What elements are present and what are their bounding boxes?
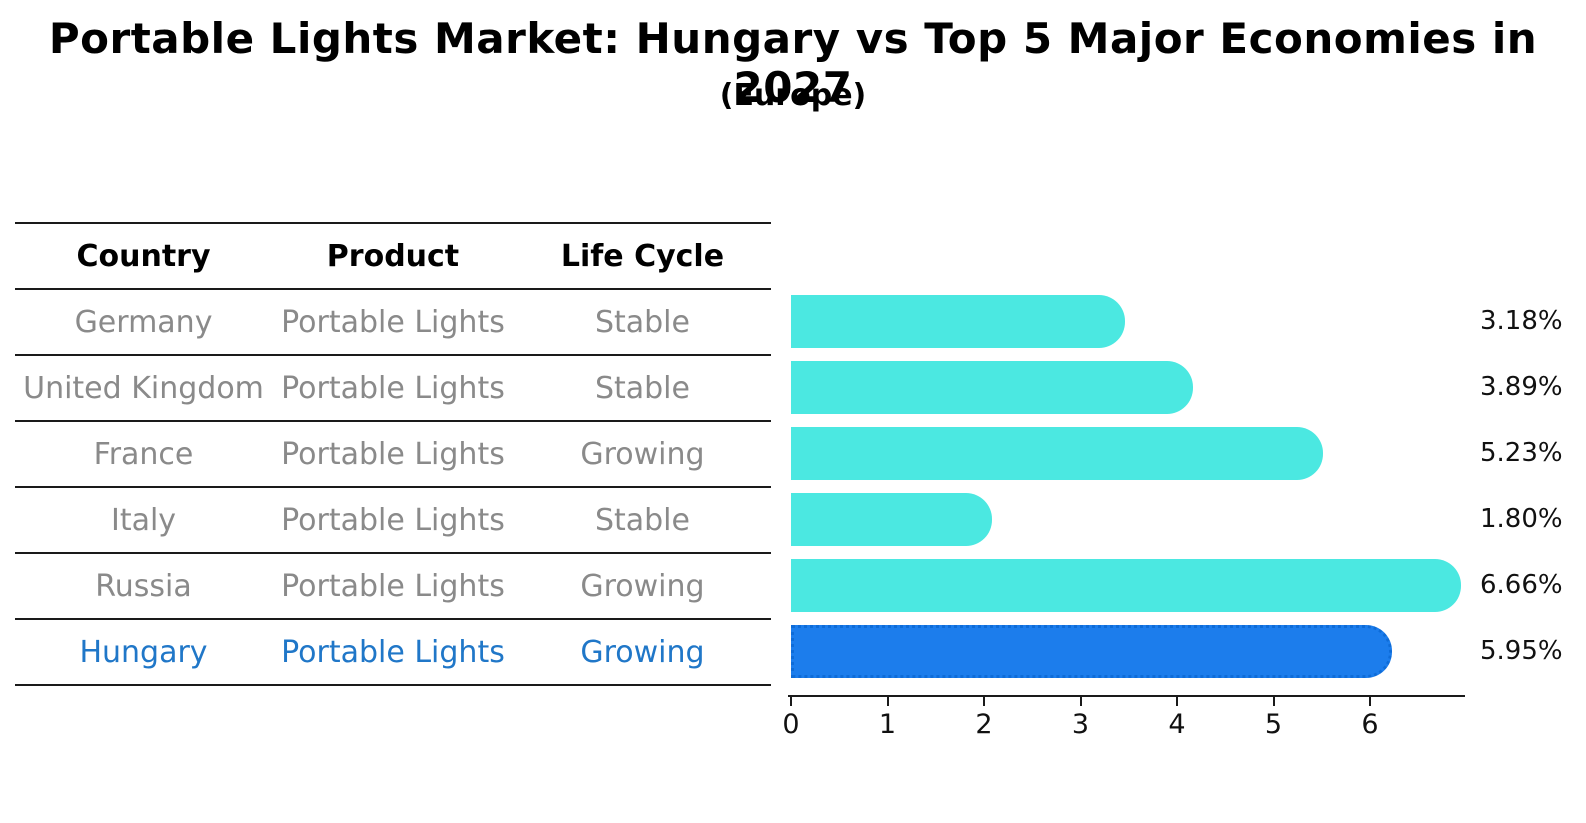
bar-united-kingdom	[791, 361, 1193, 414]
value-label-russia: 6.66%	[1480, 570, 1563, 600]
cell-country: United Kingdom	[23, 370, 264, 406]
cell-product: Portable Lights	[281, 304, 505, 340]
x-axis-line	[788, 695, 1465, 697]
column-header-country: Country	[76, 238, 211, 274]
x-axis-tick-label: 2	[975, 709, 993, 740]
x-axis-tick-label: 0	[782, 709, 800, 740]
bar-hungary	[791, 625, 1392, 678]
cell-life-cycle: Growing	[580, 436, 705, 472]
value-label-france: 5.23%	[1480, 438, 1563, 468]
cell-life-cycle: Stable	[594, 370, 690, 406]
column-header-product: Product	[326, 238, 460, 274]
table-row-germany: Germany Portable Lights Stable	[15, 290, 771, 356]
chart-subtitle: (Europe)	[719, 78, 867, 113]
cell-country: Italy	[110, 502, 177, 538]
tick-mark	[1079, 697, 1082, 706]
country-table: Country Product Life Cycle Germany Porta…	[15, 222, 771, 686]
tick-mark	[886, 697, 889, 706]
x-axis-tick-label: 4	[1168, 709, 1186, 740]
chart-title: Portable Lights Market: Hungary vs Top 5…	[48, 14, 1538, 112]
cell-product: Portable Lights	[281, 436, 505, 472]
column-header-life-cycle: Life Cycle	[560, 238, 725, 274]
bar-france	[791, 427, 1323, 480]
bar-russia	[791, 559, 1461, 612]
tick-mark	[790, 697, 792, 706]
table-row-france: France Portable Lights Growing	[15, 422, 771, 488]
table-header-row: Country Product Life Cycle	[15, 224, 771, 290]
cell-product: Portable Lights	[281, 634, 505, 670]
bar-germany	[791, 295, 1125, 348]
x-axis-tick-label: 1	[878, 709, 897, 740]
cell-life-cycle: Stable	[594, 304, 690, 340]
cell-product: Portable Lights	[281, 370, 505, 406]
cell-product: Portable Lights	[281, 568, 505, 604]
cell-life-cycle: Growing	[580, 634, 705, 670]
cell-country: France	[93, 436, 194, 472]
table-row-italy: Italy Portable Lights Stable	[15, 488, 771, 554]
x-axis-tick-label: 6	[1361, 709, 1379, 740]
cell-country: Russia	[95, 568, 192, 604]
tick-mark	[1176, 697, 1178, 706]
x-axis-tick-label: 5	[1264, 709, 1283, 740]
table-row-united-kingdom: United Kingdom Portable Lights Stable	[15, 356, 771, 422]
tick-mark	[1369, 697, 1371, 706]
table-row-russia: Russia Portable Lights Growing	[15, 554, 771, 620]
bar-italy	[791, 493, 992, 546]
tick-mark	[1272, 697, 1275, 706]
tick-mark	[983, 697, 985, 706]
cell-life-cycle: Stable	[594, 502, 690, 538]
cell-country: Germany	[74, 304, 213, 340]
cell-country: Hungary	[79, 634, 208, 670]
value-label-germany: 3.18%	[1480, 306, 1563, 336]
cell-life-cycle: Growing	[580, 568, 705, 604]
table-row-hungary: Hungary Portable Lights Growing	[15, 620, 771, 684]
value-label-italy: 1.80%	[1480, 504, 1563, 534]
value-label-hungary: 5.95%	[1480, 636, 1563, 666]
cell-product: Portable Lights	[281, 502, 505, 538]
x-axis-tick-label: 3	[1071, 709, 1090, 740]
value-label-united-kingdom: 3.89%	[1480, 372, 1563, 402]
